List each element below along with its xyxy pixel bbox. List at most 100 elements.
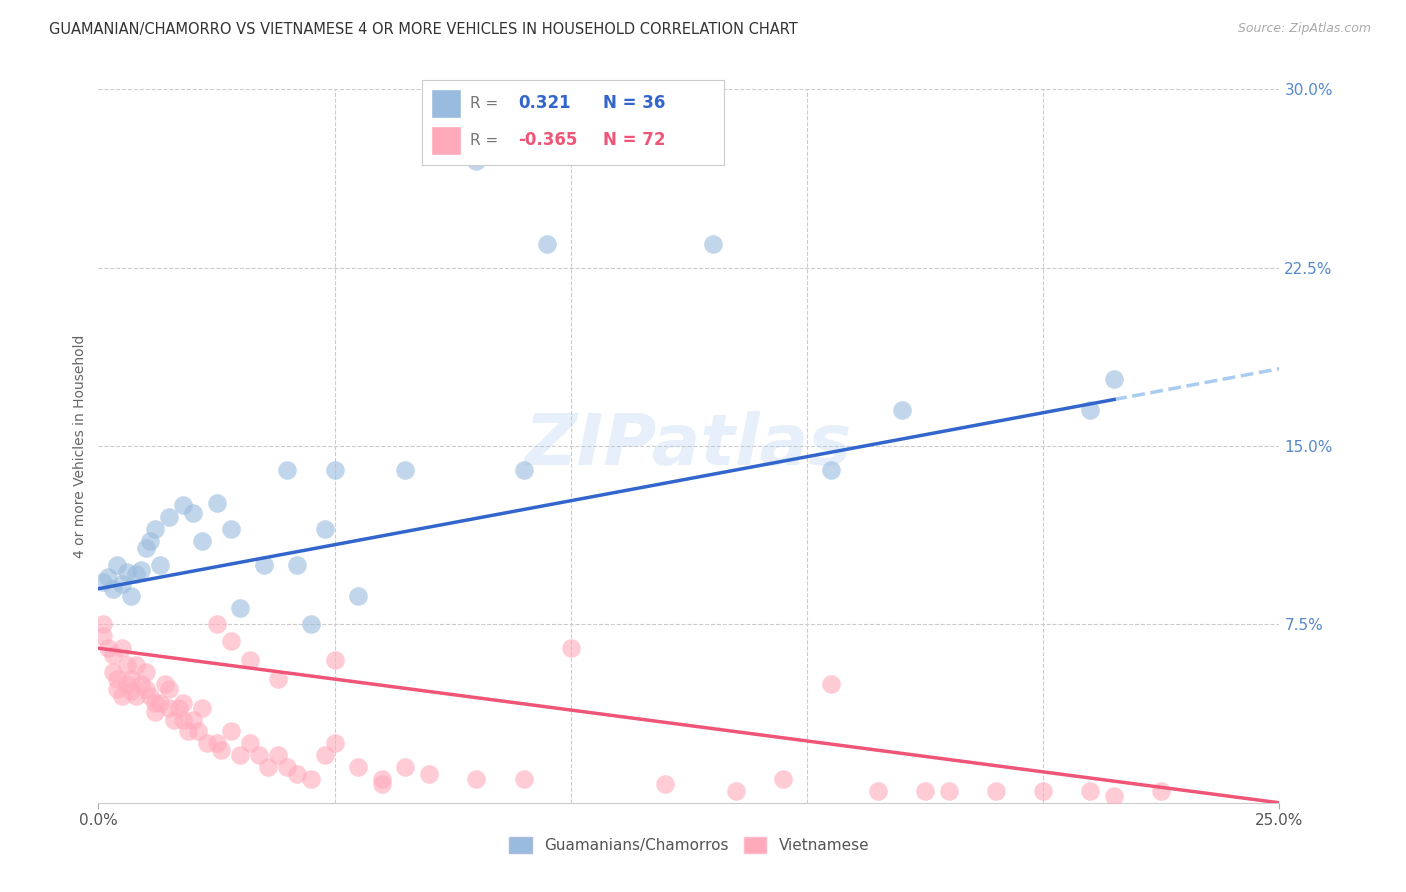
Point: [1150, 784, 1173, 798]
Point: [938, 784, 960, 798]
Point: [314, 748, 336, 763]
Point: [149, 696, 172, 710]
Text: ZIPatlas: ZIPatlas: [526, 411, 852, 481]
Point: [239, 653, 262, 667]
Legend: Guamanians/Chamorros, Vietnamese: Guamanians/Chamorros, Vietnamese: [502, 831, 876, 859]
Point: [143, 522, 166, 536]
Point: [153, 677, 176, 691]
Point: [121, 589, 143, 603]
Point: [115, 565, 138, 579]
Point: [394, 760, 416, 774]
Bar: [430, 89, 461, 118]
Point: [347, 589, 370, 603]
Point: [205, 496, 228, 510]
Point: [157, 510, 180, 524]
Point: [1032, 784, 1054, 798]
Point: [209, 743, 232, 757]
Point: [115, 677, 138, 691]
Point: [111, 641, 134, 656]
Point: [157, 681, 180, 696]
Point: [149, 558, 172, 572]
Point: [91, 629, 114, 643]
Text: GUAMANIAN/CHAMORRO VS VIETNAMESE 4 OR MORE VEHICLES IN HOUSEHOLD CORRELATION CHA: GUAMANIAN/CHAMORRO VS VIETNAMESE 4 OR MO…: [49, 22, 799, 37]
Point: [157, 700, 180, 714]
Point: [1080, 784, 1102, 798]
Point: [984, 784, 1007, 798]
Point: [299, 772, 322, 786]
Point: [167, 700, 190, 714]
Point: [125, 567, 148, 582]
Point: [247, 748, 270, 763]
Point: [91, 574, 114, 589]
Point: [229, 748, 252, 763]
Point: [229, 600, 252, 615]
Point: [187, 724, 209, 739]
Point: [125, 657, 148, 672]
Point: [371, 777, 394, 791]
Point: [219, 634, 242, 648]
Point: [276, 463, 298, 477]
Text: N = 72: N = 72: [603, 131, 665, 150]
Point: [111, 689, 134, 703]
Point: [172, 713, 194, 727]
Bar: [430, 126, 461, 155]
Point: [347, 760, 370, 774]
Point: [181, 506, 204, 520]
Point: [135, 665, 157, 679]
Point: [135, 681, 157, 696]
Point: [299, 617, 322, 632]
Point: [267, 672, 290, 686]
Point: [105, 558, 128, 572]
Point: [121, 672, 143, 686]
Point: [125, 689, 148, 703]
Point: [181, 713, 204, 727]
Point: [172, 696, 194, 710]
Point: [257, 760, 280, 774]
Point: [105, 672, 128, 686]
Point: [139, 534, 162, 549]
Point: [195, 736, 218, 750]
Point: [702, 236, 724, 251]
Point: [1102, 372, 1125, 386]
Point: [536, 236, 558, 251]
Point: [97, 641, 120, 656]
Point: [239, 736, 262, 750]
Point: [135, 541, 157, 556]
Point: [512, 463, 534, 477]
Point: [890, 403, 912, 417]
Point: [772, 772, 794, 786]
Point: [129, 677, 152, 691]
Point: [219, 522, 242, 536]
Point: [323, 653, 346, 667]
Point: [725, 784, 748, 798]
Point: [560, 641, 582, 656]
Point: [394, 463, 416, 477]
Text: 0.321: 0.321: [519, 95, 571, 112]
Point: [1080, 403, 1102, 417]
Text: R =: R =: [470, 133, 498, 148]
Text: Source: ZipAtlas.com: Source: ZipAtlas.com: [1237, 22, 1371, 36]
Y-axis label: 4 or more Vehicles in Household: 4 or more Vehicles in Household: [73, 334, 87, 558]
Point: [101, 648, 124, 663]
Point: [191, 534, 214, 549]
Point: [465, 153, 488, 168]
Point: [101, 665, 124, 679]
Point: [97, 570, 120, 584]
Point: [91, 617, 114, 632]
Point: [314, 522, 336, 536]
Point: [512, 772, 534, 786]
Text: -0.365: -0.365: [519, 131, 578, 150]
Point: [820, 677, 842, 691]
Point: [121, 684, 143, 698]
Point: [111, 577, 134, 591]
Point: [177, 724, 200, 739]
Point: [371, 772, 394, 786]
Point: [253, 558, 276, 572]
Point: [205, 617, 228, 632]
Text: N = 36: N = 36: [603, 95, 665, 112]
Point: [276, 760, 298, 774]
Point: [143, 706, 166, 720]
Point: [465, 772, 488, 786]
Point: [285, 767, 308, 781]
Point: [820, 463, 842, 477]
